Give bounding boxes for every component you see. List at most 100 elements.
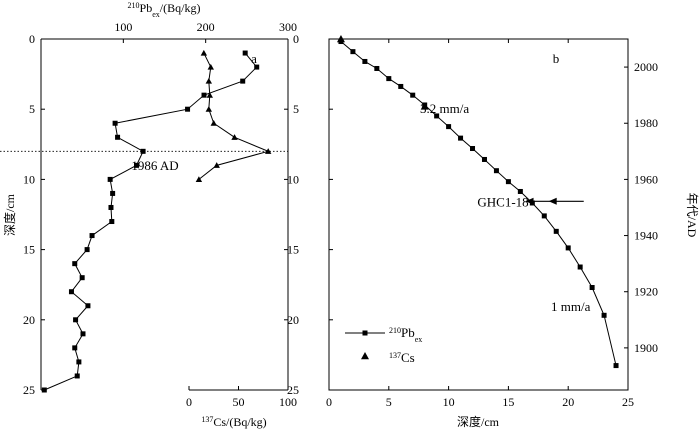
panel-a-y-tick-label: 10	[23, 172, 35, 186]
panel-a-cs137-point	[265, 148, 272, 154]
panel-b-pb210-point	[589, 285, 595, 291]
panel-b-right-tick-label: 1940	[634, 229, 658, 243]
panel-b-frame	[328, 38, 629, 391]
panel-b-left-tick-label: 10	[287, 172, 299, 186]
panel-b-pb210-point	[434, 113, 440, 119]
panel-a-bottom-tick-label: 0	[186, 395, 192, 409]
panel-b-y-right-axis-label: 年代/AD	[685, 193, 699, 238]
panel-b-pb210-point	[601, 312, 607, 318]
panel-b-cs137-point	[420, 102, 429, 110]
panel-b-errorbar-left-arrow	[525, 197, 534, 205]
panel-a-reference-label: 1986 AD	[131, 158, 178, 173]
legend-cs137-marker	[361, 352, 369, 360]
legend-pb210-marker	[362, 330, 368, 336]
panel-b-pb210-point	[446, 124, 452, 130]
panel-a-pb210-point	[73, 317, 79, 323]
panel-b-x-tick-label: 25	[622, 395, 634, 409]
panel-a-bottom-tick-label: 100	[279, 395, 297, 409]
panel-b-pb210-point	[386, 76, 392, 82]
panel-b-left-tick-label: 25	[287, 383, 299, 397]
panel-b-pb210-point	[458, 135, 464, 141]
panel-a-pb210-point	[85, 303, 91, 309]
panel-a-pb210-point	[84, 247, 90, 253]
panel-a-pb210-point	[110, 190, 116, 196]
panel-a-pb210-point	[72, 261, 78, 267]
panel-a-y-tick-label: 20	[23, 313, 35, 327]
panel-b-pb210-point	[470, 146, 476, 152]
panel-a-pb210-point	[134, 162, 140, 168]
panel-b-right-tick-label: 1980	[634, 116, 658, 130]
panel-b-pb210-point	[362, 58, 368, 64]
legend-pb210-label: 210Pbex	[389, 325, 422, 344]
panel-b-pb210-point	[553, 228, 559, 234]
panel-a-cs137-line	[198, 52, 270, 180]
panel-a-pb210-point	[107, 176, 113, 182]
panel-a-pb210-point	[185, 106, 191, 112]
panel-b-x-tick-label: 20	[562, 395, 574, 409]
panel-a-cs137-point	[231, 134, 238, 140]
panel-a-pb210-point	[115, 134, 121, 140]
panel-a-pb210-point	[74, 373, 80, 379]
legend-cs137-label: 137Cs	[389, 350, 415, 365]
panel-a-pb210-point	[108, 204, 114, 210]
panel-b-left-tick-label: 15	[287, 243, 299, 257]
panel-b-pb210-point	[398, 83, 404, 89]
panel-b-pb210-point	[541, 213, 547, 219]
panel-b-right-tick-label: 1920	[634, 285, 658, 299]
panel-b-rate-annotation: 1 mm/a	[551, 299, 591, 314]
panel-a-pb210-point	[89, 233, 95, 239]
panel-b-right-tick-label: 1900	[634, 341, 658, 355]
panel-a-cs137-point	[200, 49, 208, 56]
panel-a-top-axis-label: 210Pbex/(Bq/kg)	[128, 1, 201, 19]
panel-a-bottom-axis-label: 137Cs/(Bq/kg)	[201, 415, 266, 430]
panel-b-errorbar-right-arrow	[548, 197, 557, 205]
panel-b-right-tick-label: 2000	[634, 60, 658, 74]
panel-b-pb210-point	[493, 168, 499, 174]
panel-a-cs137-point	[213, 162, 220, 168]
panel-b-pb210-point	[505, 179, 511, 185]
panel-b-x-tick-label: 0	[326, 395, 332, 409]
panel-b-pb210-point	[350, 49, 356, 55]
panel-b-rate-annotation: 3.2 mm/a	[420, 101, 469, 116]
panel-a-y-tick-label: 0	[29, 32, 35, 46]
panel-b-left-tick-label: 20	[287, 313, 299, 327]
panel-a-cs137-point	[195, 176, 203, 182]
panel-b-pb210-point	[577, 264, 583, 270]
panel-a-cs137-point	[210, 120, 217, 126]
panel-a-top-tick-label: 300	[279, 20, 297, 34]
panel-b-x-tick-label: 10	[443, 395, 455, 409]
panel-b-pb210-point	[481, 156, 487, 162]
panel-b-left-tick-label: 5	[293, 102, 299, 116]
panel-a-cs137-point	[207, 63, 214, 70]
panel-a-cs137-point	[205, 77, 212, 84]
panel-a-pb210-point	[79, 275, 85, 281]
panel-b-pb210-point	[374, 65, 380, 71]
panel-a-pb210-line	[44, 52, 258, 391]
panel-a-pb210-point	[72, 345, 78, 351]
panel-a-pb210-point	[240, 78, 246, 84]
panel-b-pb210-point	[565, 245, 571, 251]
panel-b-x-tick-label: 5	[386, 395, 392, 409]
panel-b-right-tick-label: 1960	[634, 172, 658, 186]
panel-a-top-tick-label: 100	[114, 20, 132, 34]
panel-a-bottom-tick-label: 50	[233, 395, 245, 409]
panel-a-pb210-point	[109, 219, 115, 225]
panel-b-x-tick-label: 15	[502, 395, 514, 409]
panel-b-pb210-point	[613, 363, 619, 369]
panel-a-label: a	[251, 51, 257, 66]
panel-a-y-tick-label: 15	[23, 243, 35, 257]
panel-a-y-tick-label: 5	[29, 102, 35, 116]
panel-a-pb210-point	[140, 148, 146, 154]
panel-a-pb210-point	[242, 50, 248, 56]
panel-a-y-axis-label: 深度/cm	[2, 193, 17, 236]
panel-a-pb210-point	[112, 120, 118, 126]
panel-a-pb210-point	[76, 359, 82, 365]
panel-a-pb210-point	[41, 387, 47, 393]
panel-a-pb210-point	[201, 92, 207, 98]
panel-b-pb210-point	[410, 92, 416, 98]
panel-a-pb210-point	[254, 64, 260, 70]
panel-a-y-tick-label: 25	[23, 383, 35, 397]
panel-b-errorbar-label: GHC1-18	[477, 194, 528, 209]
panel-a-pb210-point	[68, 289, 74, 295]
